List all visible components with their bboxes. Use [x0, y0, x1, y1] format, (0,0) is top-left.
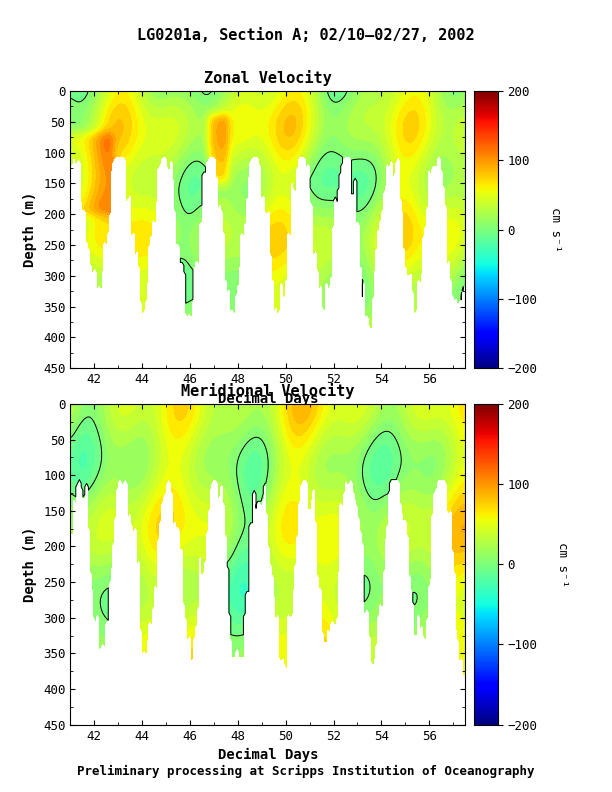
X-axis label: Decimal Days: Decimal Days [217, 392, 318, 406]
Title: Zonal Velocity: Zonal Velocity [204, 70, 332, 86]
Text: LG0201a, Section A; 02/10–02/27, 2002: LG0201a, Section A; 02/10–02/27, 2002 [137, 28, 475, 43]
Y-axis label: cm s⁻¹: cm s⁻¹ [550, 208, 562, 252]
X-axis label: Decimal Days: Decimal Days [217, 748, 318, 762]
Title: Meridional Velocity: Meridional Velocity [181, 383, 354, 398]
Y-axis label: Depth (m): Depth (m) [23, 527, 37, 602]
Y-axis label: cm s⁻¹: cm s⁻¹ [556, 542, 569, 587]
Text: Preliminary processing at Scripps Institution of Oceanography: Preliminary processing at Scripps Instit… [77, 764, 535, 778]
Y-axis label: Depth (m): Depth (m) [23, 192, 37, 268]
